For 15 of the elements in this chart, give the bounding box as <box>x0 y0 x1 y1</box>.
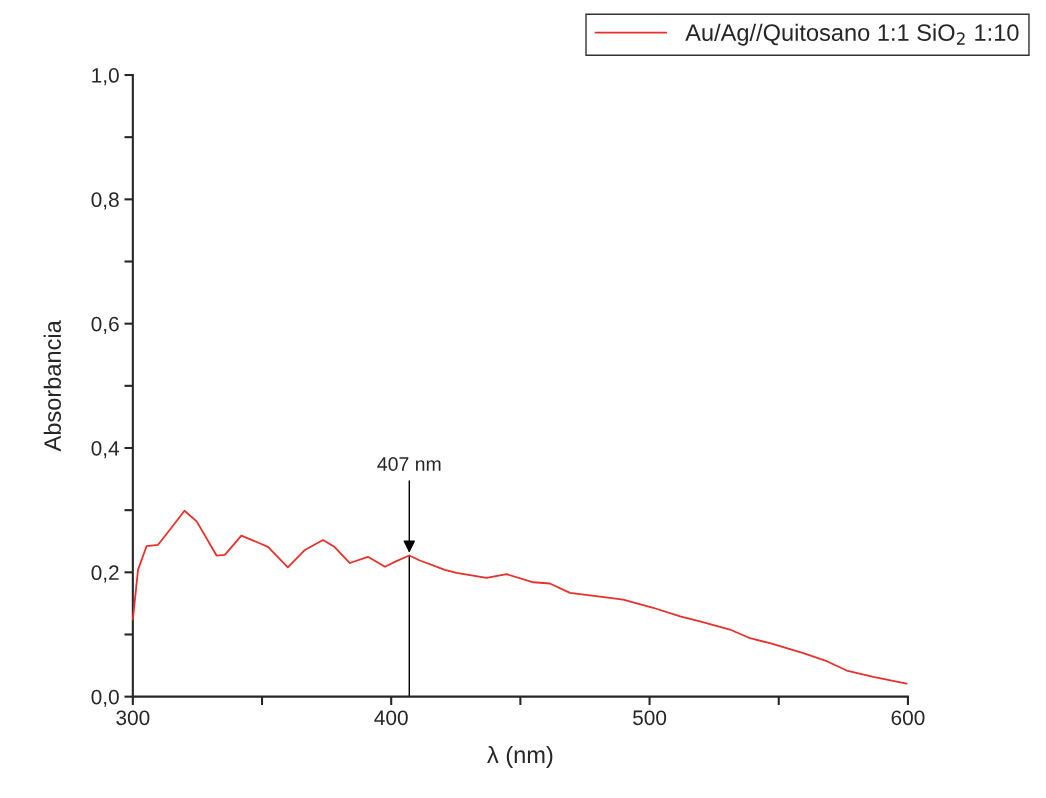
x-tick-label: 300 <box>116 710 150 726</box>
annotation: 407 nm <box>377 457 441 471</box>
legend-label: Au/Ag//Quitosano 1:1 SiO$_{2}$ 1:10 <box>685 23 1019 46</box>
x-axis-title: λ (nm) <box>487 745 553 768</box>
x-tick-label: 400 <box>374 710 408 726</box>
y-tick-label: 0,4 <box>91 441 120 459</box>
y-tick-label: 0,0 <box>91 689 119 707</box>
y-tick-label: 1,0 <box>92 68 119 86</box>
x-tick-label: 500 <box>633 710 667 726</box>
x-tick-label: 600 <box>891 710 925 726</box>
line-series <box>131 509 908 685</box>
y-tick-label: 0,6 <box>91 316 119 334</box>
y-tick-label: 0,2 <box>91 565 119 583</box>
y-axis-title: Absorbancia <box>43 320 62 452</box>
y-tick-label: 0,8 <box>91 192 119 210</box>
